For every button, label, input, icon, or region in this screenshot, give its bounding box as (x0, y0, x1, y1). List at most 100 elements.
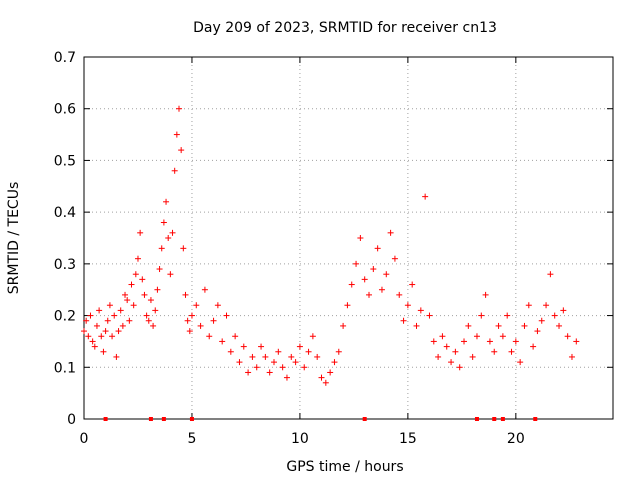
data-point (564, 333, 571, 340)
data-point (115, 328, 122, 335)
data-point (543, 302, 550, 309)
data-point (530, 343, 537, 350)
data-point (113, 353, 120, 360)
data-point (361, 276, 368, 283)
data-point (167, 271, 174, 278)
data-point (91, 343, 98, 350)
data-point (422, 193, 429, 200)
data-point (508, 348, 515, 355)
data-point (158, 245, 165, 252)
data-point (491, 348, 498, 355)
y-tick-label: 0.6 (54, 102, 76, 118)
y-tick-label: 0 (67, 412, 76, 428)
gap-marker (148, 417, 153, 421)
x-tick-label: 10 (291, 431, 309, 447)
data-point (150, 322, 157, 329)
data-point (137, 229, 144, 236)
data-point (106, 302, 113, 309)
data-point (178, 147, 185, 154)
data-point (100, 348, 107, 355)
data-point (169, 229, 176, 236)
data-point (176, 105, 183, 112)
data-point (206, 333, 213, 340)
data-point (560, 307, 567, 314)
data-point (240, 343, 247, 350)
data-point (223, 312, 230, 319)
gap-marker (474, 417, 479, 421)
data-point (383, 271, 390, 278)
gap-marker (103, 417, 108, 421)
data-point (139, 276, 146, 283)
data-point (197, 322, 204, 329)
data-point (288, 353, 295, 360)
data-point (443, 343, 450, 350)
data-point (93, 322, 100, 329)
data-point (335, 348, 342, 355)
data-point (495, 322, 502, 329)
data-point (327, 369, 334, 376)
data-point (396, 291, 403, 298)
data-point (417, 307, 424, 314)
data-point (275, 348, 282, 355)
gap-marker (533, 417, 538, 421)
data-point (547, 271, 554, 278)
data-point (322, 379, 329, 386)
data-point (378, 286, 385, 293)
data-point (568, 353, 575, 360)
data-point (236, 359, 243, 366)
data-point (126, 317, 133, 324)
data-point (117, 307, 124, 314)
data-point (124, 297, 131, 304)
data-point (182, 291, 189, 298)
data-point (279, 364, 286, 371)
data-point (456, 364, 463, 371)
data-point (301, 364, 308, 371)
data-point (188, 312, 195, 319)
data-point (504, 312, 511, 319)
data-point (473, 333, 480, 340)
x-tick-label: 15 (399, 431, 417, 447)
data-point (186, 328, 193, 335)
x-axis-label: GPS time / hours (286, 459, 403, 475)
data-point (160, 219, 167, 226)
data-point (525, 302, 532, 309)
data-point (452, 348, 459, 355)
data-point (400, 317, 407, 324)
tick-labels: 0 0.1 0.2 0.3 0.4 0.5 0.6 0.7 0 5 10 15 20 (54, 50, 525, 447)
data-point (134, 255, 141, 262)
data-point (344, 302, 351, 309)
data-point (409, 281, 416, 288)
gap-marker (492, 417, 497, 421)
y-tick-label: 0.7 (54, 50, 76, 66)
data-point (156, 266, 163, 273)
data-point (486, 338, 493, 345)
data-point (517, 359, 524, 366)
data-point (387, 229, 394, 236)
data-point (104, 317, 111, 324)
data-point (391, 255, 398, 262)
data-point (353, 260, 360, 267)
data-point (193, 302, 200, 309)
data-point (435, 353, 442, 360)
y-axis-label: SRMTID / TECUs (6, 182, 22, 295)
data-point (318, 374, 325, 381)
data-point (370, 266, 377, 273)
data-point (111, 312, 118, 319)
data-point (89, 338, 96, 345)
x-tick-label: 20 (507, 431, 525, 447)
data-point (482, 291, 489, 298)
data-point (143, 312, 150, 319)
data-point (262, 353, 269, 360)
data-point (152, 307, 159, 314)
data-point (85, 333, 92, 340)
data-point (102, 328, 109, 335)
data-point (132, 271, 139, 278)
plot-frame (83, 56, 614, 420)
data-point (538, 317, 545, 324)
data-point (81, 328, 87, 335)
y-tick-label: 0.2 (54, 309, 76, 325)
data-point (469, 353, 476, 360)
data-point (413, 322, 420, 329)
data-point (109, 333, 116, 340)
axis-ticks (83, 56, 613, 420)
